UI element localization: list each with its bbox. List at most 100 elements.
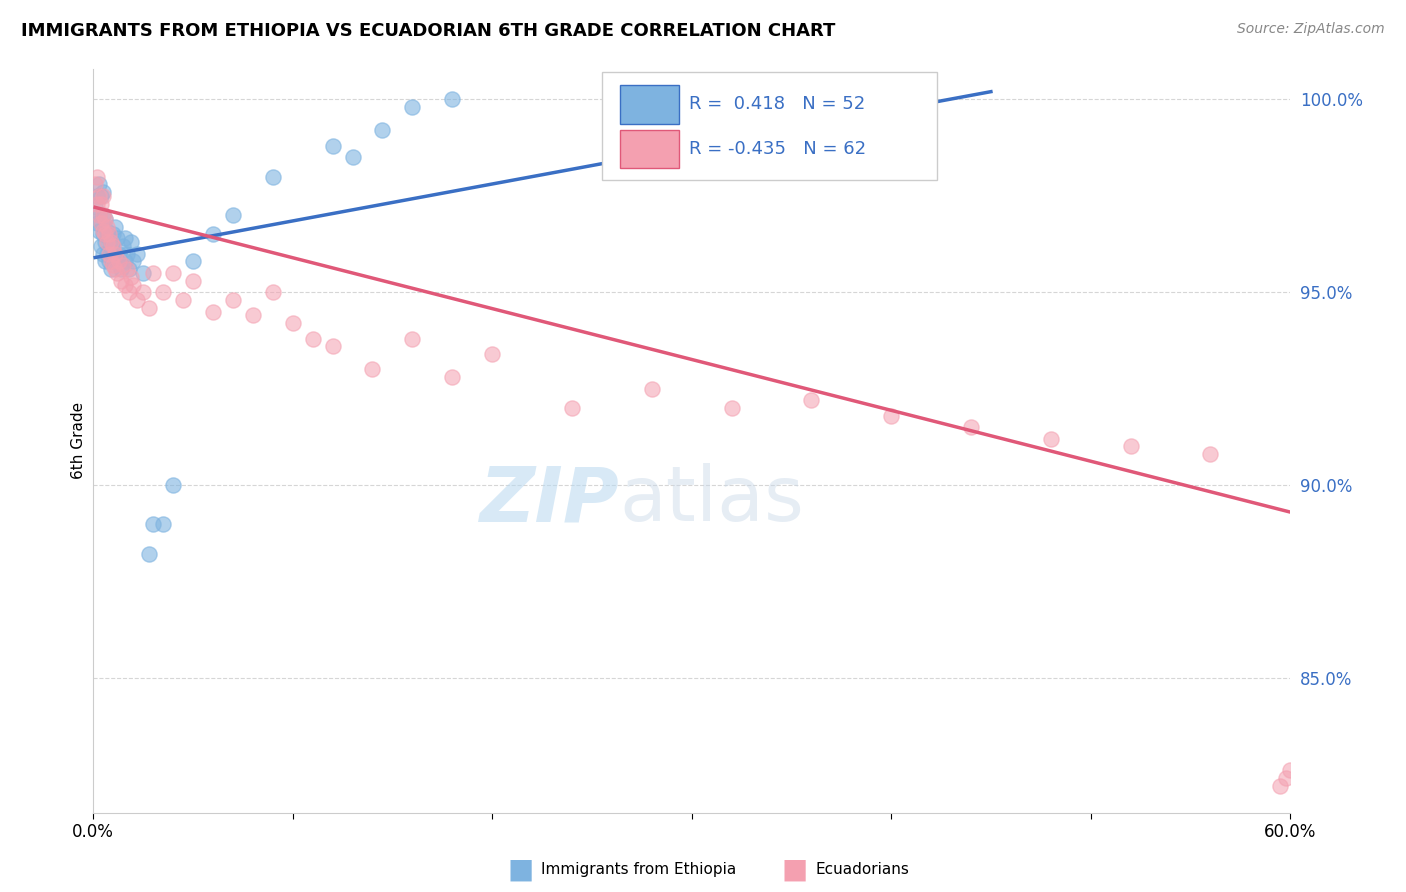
Point [101,239,124,253]
Point [441,370,464,384]
Point [100,239,122,253]
Text: ■: ■ [508,855,533,884]
Point [110,262,132,277]
Point [115,246,138,260]
Point [100,262,122,277]
Point [104,262,127,277]
FancyBboxPatch shape [620,129,679,169]
Point [172,293,194,307]
Point [122,254,145,268]
Point [880,409,903,423]
Point [201,304,224,318]
Point [181,274,204,288]
Point [960,420,983,434]
Point [561,401,583,415]
Point [720,401,742,415]
Point [101,227,124,242]
Point [89,208,111,222]
Point [91,223,114,237]
Point [441,92,464,106]
Point [262,169,284,184]
Point [181,254,204,268]
Point [110,274,132,288]
Point [98,227,121,242]
Point [1119,440,1142,454]
Point [86,196,108,211]
Point [322,138,344,153]
Point [96,219,118,234]
Point [201,227,224,242]
Point [91,246,114,260]
Point [89,189,111,203]
Point [96,235,118,249]
Point [162,266,184,280]
Point [108,254,131,268]
Point [114,277,136,292]
Point [118,262,141,277]
Point [361,362,384,376]
Point [91,208,114,222]
Point [89,223,111,237]
Point [101,258,124,272]
Point [94,227,117,242]
Text: R = -0.435   N = 62: R = -0.435 N = 62 [689,140,866,158]
Point [152,285,174,300]
Point [100,254,122,268]
Point [301,331,323,345]
Point [84,200,107,214]
Text: IMMIGRANTS FROM ETHIOPIA VS ECUADORIAN 6TH GRADE CORRELATION CHART: IMMIGRANTS FROM ETHIOPIA VS ECUADORIAN 6… [21,22,835,40]
Point [90,189,112,203]
Point [132,266,155,280]
Point [100,235,122,249]
Y-axis label: 6th Grade: 6th Grade [72,402,86,479]
Point [132,285,155,300]
Point [125,293,148,307]
Point [96,246,118,260]
Point [118,285,141,300]
Point [84,178,107,192]
Text: ■: ■ [782,855,807,884]
Point [1270,779,1292,793]
Point [104,219,127,234]
Point [98,231,121,245]
Point [115,262,138,277]
Point [98,254,121,268]
Point [105,231,128,245]
Point [152,516,174,531]
Text: ZIP: ZIP [479,463,620,537]
Text: Ecuadorians: Ecuadorians [815,863,910,877]
Text: atlas: atlas [620,463,804,537]
Point [281,316,304,330]
Point [138,548,160,562]
Point [90,239,112,253]
Point [91,189,114,203]
Point [96,223,118,237]
Point [89,208,111,222]
Point [401,331,423,345]
Point [641,382,664,396]
Text: Source: ZipAtlas.com: Source: ZipAtlas.com [1237,22,1385,37]
Point [94,211,117,226]
Point [242,309,264,323]
Text: R =  0.418   N = 52: R = 0.418 N = 52 [689,95,866,113]
Point [101,254,124,268]
Point [86,189,108,203]
Point [1039,432,1062,446]
Point [401,100,423,114]
Point [122,277,145,292]
Point [371,123,394,137]
Point [114,254,136,268]
Point [1279,764,1302,778]
Point [481,347,503,361]
Point [86,169,108,184]
Point [94,211,117,226]
Point [98,246,121,260]
Point [120,235,142,249]
Point [86,216,108,230]
Point [104,246,127,260]
Text: Immigrants from Ethiopia: Immigrants from Ethiopia [541,863,737,877]
Point [222,293,245,307]
Point [105,254,128,268]
Point [112,258,135,272]
Point [90,216,112,230]
